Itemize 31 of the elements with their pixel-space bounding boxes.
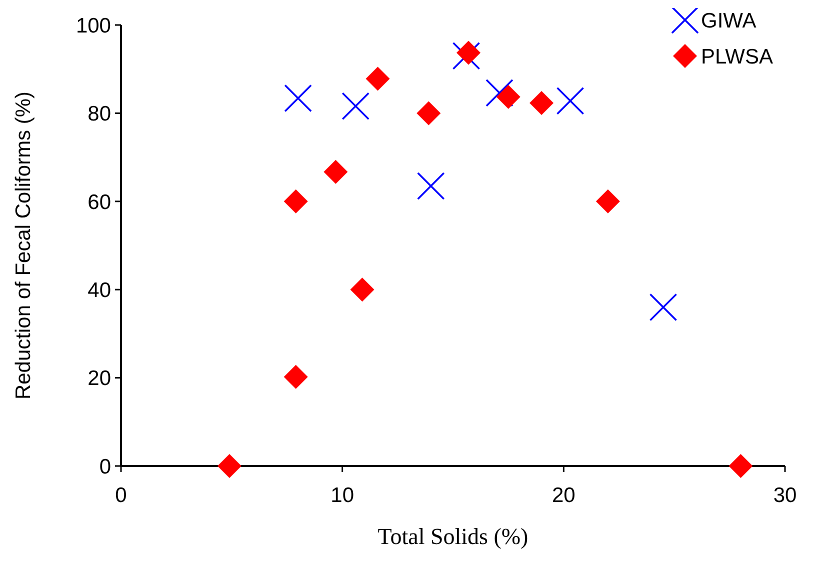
point: [284, 364, 308, 389]
point: [456, 40, 480, 65]
point: [217, 454, 242, 478]
point: [416, 172, 445, 200]
point: [324, 160, 348, 184]
point: [284, 189, 308, 214]
point: [596, 189, 620, 214]
y-tick-label: 100: [76, 14, 111, 38]
point: [728, 454, 753, 478]
point: [350, 278, 374, 302]
point: [530, 91, 554, 116]
y-tick-label: 20: [88, 367, 111, 390]
x-tick-label: 10: [330, 484, 354, 507]
x-tick-label: 30: [773, 484, 797, 507]
point: [496, 84, 520, 109]
point: [649, 293, 678, 322]
point: [342, 92, 370, 120]
x-axis-title: Total Solids (%): [378, 524, 528, 549]
point: [366, 66, 390, 91]
point: [416, 101, 441, 126]
y-axis-title: Reduction of Fecal Coliforms (%): [12, 91, 35, 400]
legend-label: PLWSA: [701, 45, 773, 68]
y-tick-label: 40: [88, 278, 111, 302]
y-tick-label: 60: [88, 190, 111, 214]
point: [284, 84, 312, 112]
y-tick-label: 80: [88, 102, 111, 126]
y-tick-label: 0: [99, 455, 111, 478]
x-tick-label: 20: [552, 484, 576, 507]
point: [556, 86, 584, 115]
legend-label: GIWA: [701, 9, 756, 32]
x-tick-label: 0: [115, 484, 127, 507]
